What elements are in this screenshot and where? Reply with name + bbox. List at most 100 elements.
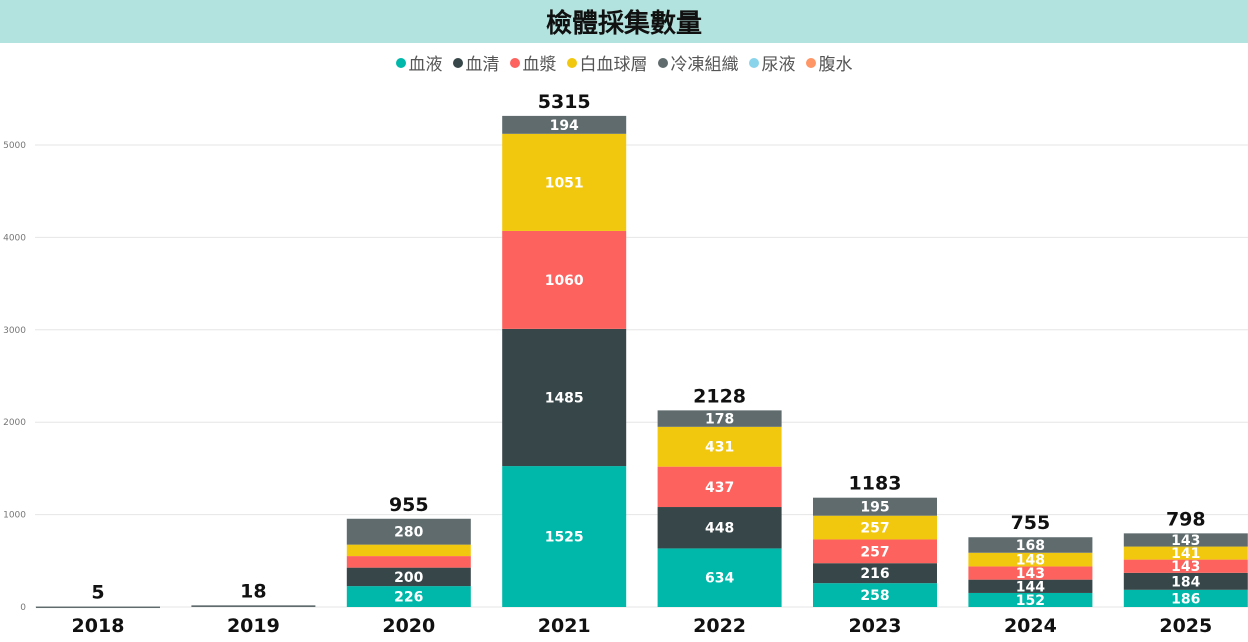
x-tick-label: 2023 — [849, 615, 902, 637]
y-tick-label: 2000 — [3, 418, 26, 428]
data-label: 216 — [860, 566, 889, 582]
bar-segment — [657, 548, 782, 607]
data-label: 194 — [550, 118, 579, 134]
data-label: 143 — [1171, 559, 1200, 575]
bar-segment — [657, 410, 782, 427]
bar-segment — [1123, 559, 1248, 573]
data-label: 200 — [394, 570, 423, 586]
bar-segment — [813, 515, 937, 540]
data-label: 280 — [394, 525, 423, 541]
bar-segment — [813, 583, 937, 607]
data-label: 184 — [1171, 574, 1200, 590]
data-label: 1525 — [545, 530, 584, 546]
bar-segment — [502, 115, 627, 134]
data-label: 168 — [1016, 538, 1045, 554]
bar-segment — [968, 579, 1093, 593]
data-label: 144 — [1016, 579, 1045, 595]
data-label: 1051 — [545, 175, 584, 191]
legend-item[interactable]: 尿液 — [748, 50, 796, 75]
bar-segment — [657, 466, 782, 508]
bar-segment — [346, 567, 471, 587]
total-label: 955 — [389, 494, 429, 516]
y-tick-label: 1000 — [3, 511, 26, 521]
total-label: 5315 — [538, 91, 591, 113]
data-label: 1485 — [545, 390, 584, 406]
legend-label: 腹水 — [818, 55, 853, 75]
data-label: 148 — [1016, 553, 1045, 569]
legend-marker — [452, 57, 463, 68]
legend-marker — [657, 57, 668, 68]
bar-segment — [346, 544, 471, 557]
legend-item[interactable]: 血清 — [452, 50, 500, 75]
bar-segment — [968, 566, 1093, 580]
legend-item[interactable]: 血液 — [395, 50, 443, 75]
total-label: 1183 — [849, 473, 902, 495]
legend-marker — [566, 57, 577, 68]
data-label: 195 — [860, 500, 889, 516]
data-label: 186 — [1171, 591, 1200, 607]
bar-segment — [346, 518, 471, 545]
legend-marker — [748, 57, 759, 68]
bar-segment — [346, 556, 471, 568]
total-label: 18 — [240, 580, 266, 602]
x-tick-label: 2025 — [1159, 615, 1212, 637]
y-tick-label: 5000 — [3, 141, 26, 151]
x-tick-label: 2022 — [693, 615, 746, 637]
bar-segment — [813, 497, 937, 516]
y-tick-label: 0 — [20, 603, 26, 613]
data-label: 448 — [705, 521, 734, 537]
legend-item[interactable]: 血漿 — [509, 50, 557, 75]
total-label: 798 — [1166, 508, 1206, 530]
bar-segment — [502, 466, 627, 607]
data-label: 257 — [860, 521, 889, 537]
data-label: 1060 — [545, 273, 584, 289]
bar-segment — [968, 592, 1093, 607]
legend-item[interactable]: 腹水 — [805, 50, 853, 75]
legend-item[interactable]: 冷凍組織 — [657, 50, 739, 75]
bar-segment — [502, 230, 627, 329]
data-label: 226 — [394, 590, 423, 606]
x-tick-label: 2018 — [72, 615, 125, 637]
x-tick-label: 2024 — [1004, 615, 1057, 637]
bar-segment — [36, 606, 160, 609]
title-bar: 檢體採集數量 — [0, 0, 1248, 43]
total-label: 2128 — [693, 385, 746, 407]
bar-segment — [968, 552, 1093, 567]
x-tick-label: 2021 — [538, 615, 591, 637]
x-tick-label: 2020 — [382, 615, 435, 637]
legend-marker — [509, 57, 520, 68]
data-label: 431 — [705, 440, 734, 456]
chart-title: 檢體採集數量 — [545, 9, 702, 39]
legend-label: 血漿 — [522, 55, 557, 75]
total-label: 755 — [1011, 512, 1051, 534]
legend-label: 尿液 — [761, 55, 796, 75]
data-label: 152 — [1016, 593, 1045, 609]
x-tick-label: 2019 — [227, 615, 280, 637]
legend: 血液 血清 血漿 白血球層 冷凍組織 尿液 腹水 — [0, 50, 1248, 75]
data-label: 141 — [1171, 546, 1200, 562]
data-label: 257 — [860, 544, 889, 560]
bar-segment — [813, 539, 937, 564]
data-label: 634 — [705, 571, 734, 587]
bar-segment — [191, 605, 316, 607]
bar-segment — [657, 426, 782, 467]
data-label: 437 — [705, 480, 734, 496]
bar-segment — [1123, 533, 1248, 547]
y-tick-label: 3000 — [3, 326, 26, 336]
bar-segment — [1123, 572, 1248, 590]
bar-segment — [657, 507, 782, 549]
bar-segment — [502, 133, 627, 231]
bar-segment — [502, 328, 627, 467]
legend-item[interactable]: 白血球層 — [566, 50, 648, 75]
data-label: 178 — [705, 412, 734, 428]
total-label: 5 — [91, 582, 104, 604]
legend-label: 冷凍組織 — [670, 55, 739, 75]
legend-marker — [395, 57, 406, 68]
data-label: 258 — [860, 588, 889, 604]
bar-segment — [968, 537, 1093, 553]
legend-label: 白血球層 — [579, 55, 648, 75]
legend-label: 血液 — [408, 55, 443, 75]
bar-segment — [813, 563, 937, 584]
bar-segment — [1123, 546, 1248, 560]
